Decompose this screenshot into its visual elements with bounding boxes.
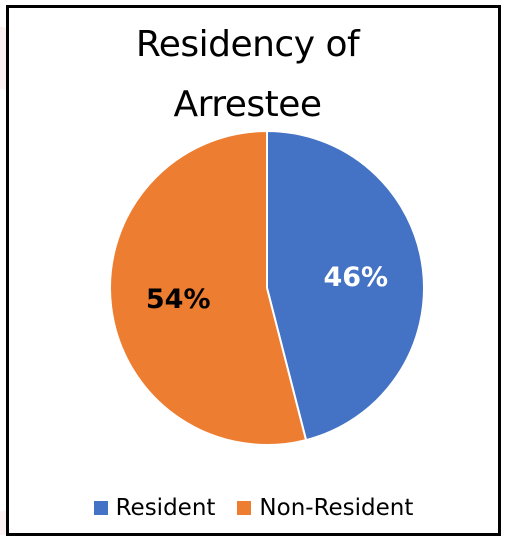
pie-slice-resident [266, 129, 425, 442]
chart-title-line-2: Arrestee [173, 84, 322, 125]
pie-slice-non-resident [109, 129, 308, 446]
legend-swatch-non-resident [237, 501, 252, 515]
data-label-non-resident: 54% [146, 284, 211, 315]
legend-label-non-resident: Non-Resident [259, 495, 414, 521]
chart-legend: Resident Non-Resident [0, 495, 507, 521]
legend-entry-non-resident: Non-Resident [237, 495, 413, 521]
legend-entry-resident: Resident [93, 495, 216, 521]
chart-title-line-1: Residency of [135, 24, 360, 65]
data-label-resident: 46% [323, 262, 388, 293]
legend-label-resident: Resident [115, 495, 216, 521]
legend-swatch-resident [93, 501, 108, 515]
